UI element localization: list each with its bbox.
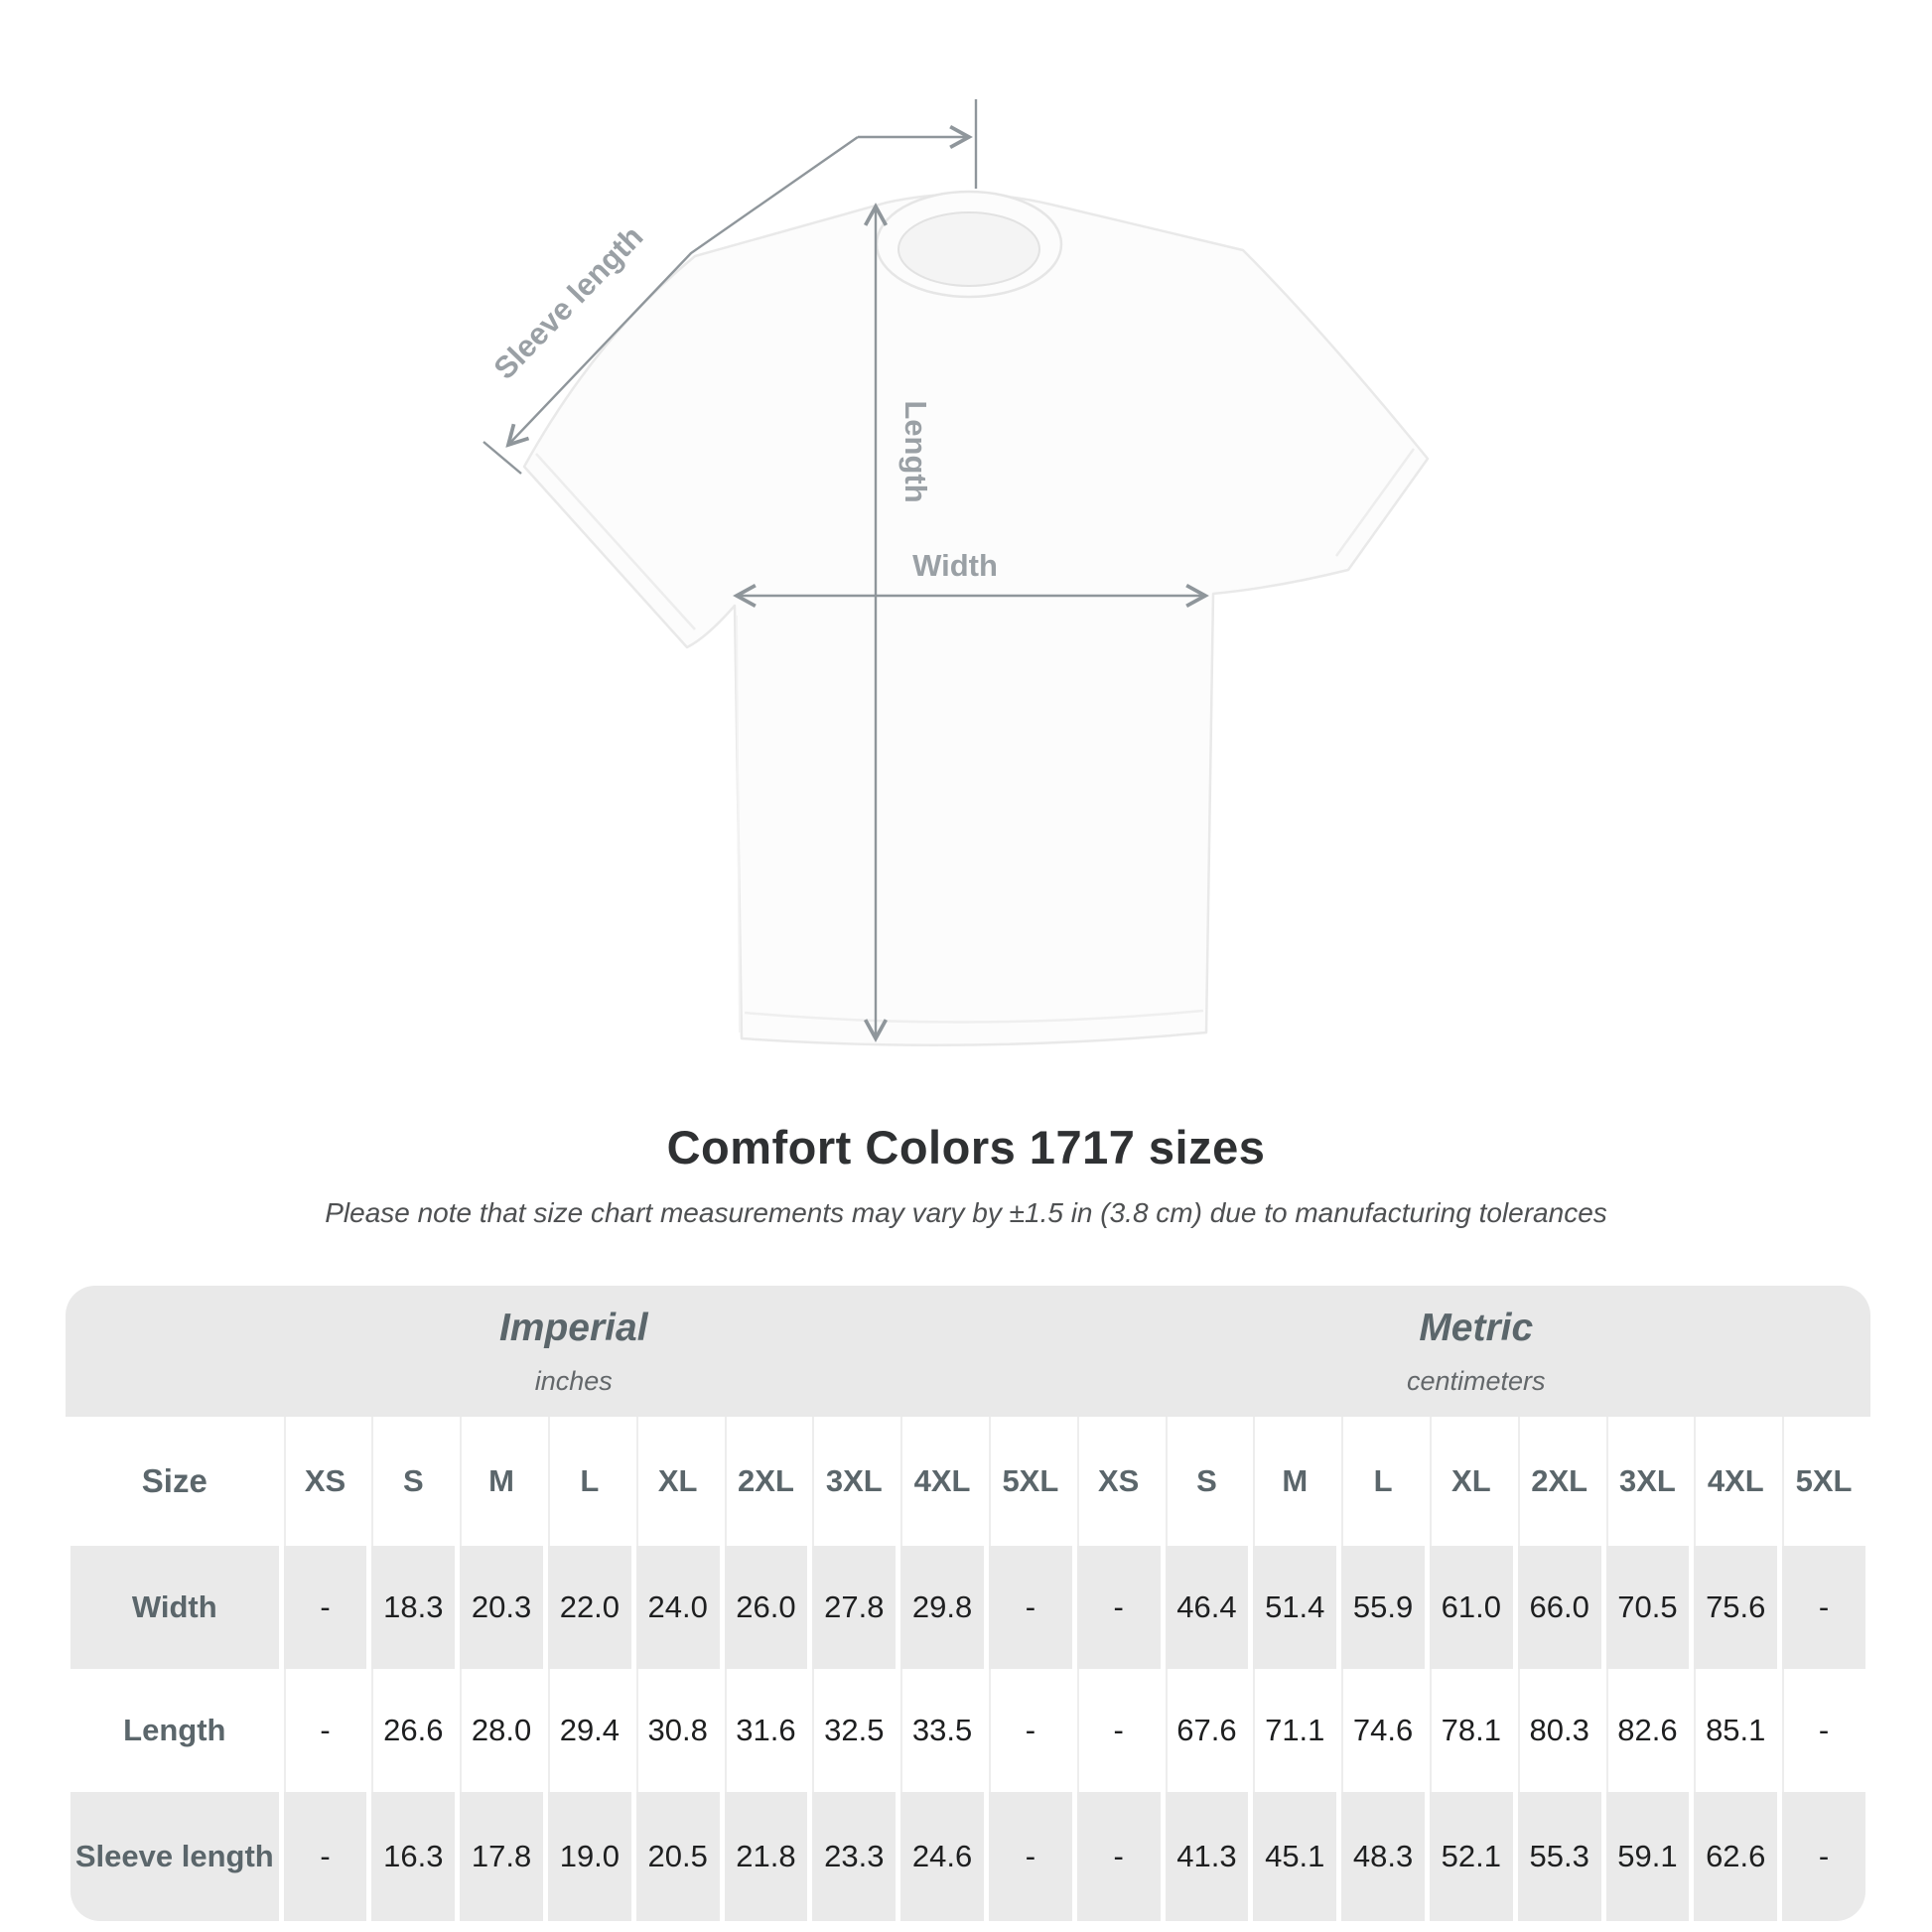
cell-imperial: 31.6 (724, 1669, 808, 1792)
sleeve-end-tick (483, 441, 522, 475)
metric-unit-label: centimeters (1406, 1365, 1546, 1396)
cell-metric: - (1782, 1792, 1865, 1921)
size-column-header: Size (70, 1417, 279, 1546)
shirt-diagram-svg: Sleeve length Length Width (483, 99, 1430, 1046)
cell-metric: 41.3 (1165, 1792, 1249, 1921)
cell-imperial: 26.6 (371, 1669, 456, 1792)
row-label: Length (70, 1669, 279, 1792)
row-label: Width (70, 1546, 279, 1669)
col-header-imperial-l: L (547, 1417, 631, 1546)
cell-imperial: 27.8 (812, 1546, 897, 1669)
size-header-row: Size XS S M L XL 2XL 3XL 4XL 5XL XS S M L XL 2XL 3XL 4XL 5… (70, 1417, 1865, 1546)
cell-imperial: 19.0 (547, 1792, 631, 1921)
imperial-unit-label: inches (534, 1365, 613, 1396)
col-header-imperial-m: M (460, 1417, 543, 1546)
page-title: Comfort Colors 1717 sizes (666, 1121, 1266, 1173)
col-header-metric-l: L (1341, 1417, 1425, 1546)
cell-metric: 59.1 (1605, 1792, 1690, 1921)
table-row-length: Length -26.6 28.0 29.4 30.8 31.6 32.5 33.5- -67.… (70, 1669, 1865, 1792)
cell-imperial: 29.8 (900, 1546, 984, 1669)
cell-metric: - (1076, 1669, 1161, 1792)
cell-metric: 70.5 (1605, 1546, 1690, 1669)
col-header-metric-xs: XS (1076, 1417, 1161, 1546)
unit-group-header: Imperial inches Metric centimeters (66, 1286, 1870, 1417)
cell-imperial: - (988, 1669, 1072, 1792)
sleeve-length-arrow (508, 136, 859, 445)
cell-metric: 66.0 (1517, 1546, 1601, 1669)
cell-imperial: 17.8 (460, 1792, 543, 1921)
cell-metric: 62.6 (1694, 1792, 1778, 1921)
cell-metric: 67.6 (1165, 1669, 1249, 1792)
cell-imperial: - (283, 1669, 367, 1792)
imperial-group-header: Imperial inches (66, 1307, 1082, 1397)
cell-imperial: 22.0 (547, 1546, 631, 1669)
cell-imperial: 26.0 (724, 1546, 808, 1669)
cell-metric: - (1782, 1546, 1865, 1669)
cell-imperial: 24.0 (635, 1546, 720, 1669)
cell-imperial: 24.6 (900, 1792, 984, 1921)
cell-imperial: 16.3 (371, 1792, 456, 1921)
cell-imperial: 20.3 (460, 1546, 543, 1669)
cell-metric: 55.9 (1341, 1546, 1425, 1669)
cell-imperial: 28.0 (460, 1669, 543, 1792)
metric-group-header: Metric centimeters (1082, 1307, 1870, 1397)
imperial-label: Imperial (498, 1306, 648, 1349)
cell-metric: 46.4 (1165, 1546, 1249, 1669)
cell-metric: 74.6 (1341, 1669, 1425, 1792)
cell-metric: 80.3 (1517, 1669, 1601, 1792)
cell-metric: - (1782, 1669, 1865, 1792)
col-header-imperial-xl: XL (635, 1417, 720, 1546)
table-row-sleeve-length: Sleeve length -16.3 17.8 19.0 20.5 21.8 23.3 24… (70, 1792, 1865, 1921)
col-header-imperial-s: S (371, 1417, 456, 1546)
cell-metric: 51.4 (1253, 1546, 1337, 1669)
cell-metric: 85.1 (1694, 1669, 1778, 1792)
cell-metric: 75.6 (1694, 1546, 1778, 1669)
col-header-metric-xl: XL (1429, 1417, 1513, 1546)
col-header-metric-3xl: 3XL (1605, 1417, 1690, 1546)
cell-imperial: 32.5 (812, 1669, 897, 1792)
cell-metric: 55.3 (1517, 1792, 1601, 1921)
cell-imperial: 23.3 (812, 1792, 897, 1921)
col-header-imperial-4xl: 4XL (900, 1417, 984, 1546)
size-table: Imperial inches Metric centimeters Size X… (66, 1286, 1870, 1921)
cell-imperial: - (283, 1792, 367, 1921)
cell-metric: - (1076, 1792, 1161, 1921)
cell-metric: 52.1 (1429, 1792, 1513, 1921)
cell-metric: 71.1 (1253, 1669, 1337, 1792)
cell-imperial: 29.4 (547, 1669, 631, 1792)
col-header-imperial-5xl: 5XL (988, 1417, 1072, 1546)
table-row-width: Width -18.3 20.3 22.0 24.0 26.0 27.8 29.8- -46.4… (70, 1546, 1865, 1669)
cell-metric: 61.0 (1429, 1546, 1513, 1669)
row-label: Sleeve length (70, 1792, 279, 1921)
cell-imperial: - (988, 1546, 1072, 1669)
width-label: Width (912, 548, 998, 583)
col-header-metric-4xl: 4XL (1694, 1417, 1778, 1546)
cell-imperial: 18.3 (371, 1546, 456, 1669)
col-header-metric-m: M (1253, 1417, 1337, 1546)
metric-label: Metric (1419, 1306, 1534, 1349)
col-header-imperial-2xl: 2XL (724, 1417, 808, 1546)
cell-imperial: 21.8 (724, 1792, 808, 1921)
cell-imperial: 20.5 (635, 1792, 720, 1921)
col-header-imperial-3xl: 3XL (812, 1417, 897, 1546)
col-header-metric-5xl: 5XL (1782, 1417, 1865, 1546)
cell-metric: - (1076, 1546, 1161, 1669)
cell-metric: 45.1 (1253, 1792, 1337, 1921)
length-label: Length (898, 400, 933, 502)
tshirt-graphic (522, 190, 1430, 1046)
shirt-measurement-diagram: Sleeve length Length Width (483, 99, 1430, 1046)
cell-metric: 82.6 (1605, 1669, 1690, 1792)
col-header-metric-s: S (1165, 1417, 1249, 1546)
cell-metric: 48.3 (1341, 1792, 1425, 1921)
cell-imperial: 33.5 (900, 1669, 984, 1792)
cell-imperial: - (988, 1792, 1072, 1921)
col-header-imperial-xs: XS (283, 1417, 367, 1546)
cell-imperial: - (283, 1546, 367, 1669)
col-header-metric-2xl: 2XL (1517, 1417, 1601, 1546)
size-measurements-table: Size XS S M L XL 2XL 3XL 4XL 5XL XS S M L XL 2XL 3XL 4XL 5… (66, 1417, 1870, 1921)
cell-imperial: 30.8 (635, 1669, 720, 1792)
page-subtitle: Please note that size chart measurements… (325, 1197, 1607, 1228)
cell-metric: 78.1 (1429, 1669, 1513, 1792)
